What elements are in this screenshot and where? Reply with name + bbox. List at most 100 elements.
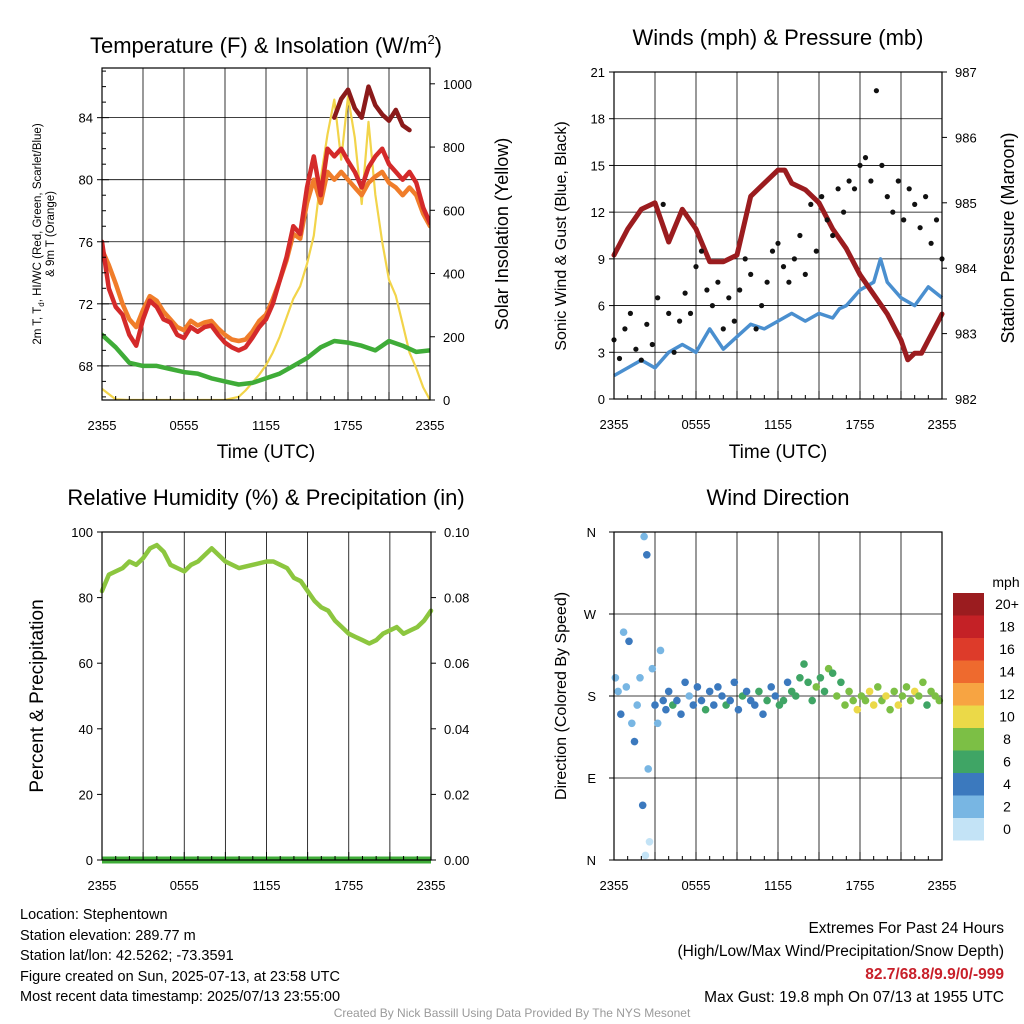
gust-point: [824, 217, 830, 223]
direction-point: [861, 696, 870, 705]
direction-point: [653, 719, 662, 728]
series-line-sonic-wind: [613, 257, 944, 378]
max-gust: Max Gust: 19.8 mph On 07/13 at 1955 UTC: [704, 989, 1004, 1006]
direction-point: [898, 692, 907, 700]
legend-swatch: [953, 615, 984, 638]
temp-y-tick-label: 68: [79, 359, 93, 374]
gust-point: [813, 248, 819, 254]
legend-label: 0: [1003, 821, 1011, 837]
direction-x-tick-label: 1155: [764, 878, 792, 893]
direction-point: [767, 683, 775, 691]
series-line-station-pressure: [611, 167, 945, 363]
direction-point: [783, 678, 792, 687]
temp-y-axis-label: 2m T, Td, HI/WC (Red, Green, Scarlet/Blu…: [32, 123, 46, 344]
gust-point: [846, 178, 852, 184]
gust-point: [671, 349, 677, 355]
gust-point: [682, 290, 688, 296]
gust-point: [791, 256, 798, 262]
gust-point: [786, 279, 792, 285]
direction-x-tick-label: 0555: [682, 878, 711, 893]
temp-x-tick-label: 2355: [88, 418, 117, 433]
direction-point: [828, 669, 837, 677]
wind-ticks: 2355 0555 1155 1755 2355 0 3 6 9 12 15 18 21 982 983 98…: [591, 65, 977, 432]
direction-point: [890, 687, 898, 696]
direction-point: [902, 683, 911, 691]
gust-point: [742, 256, 748, 262]
wind-y2-tick-label: 987: [955, 65, 977, 80]
gust-point: [780, 264, 787, 270]
wind-y-axis-label: Sonic Wind & Gust (Blue, Black): [553, 121, 570, 350]
wind-y2-tick-label: 984: [955, 261, 977, 276]
wind-grid: [614, 72, 942, 399]
direction-point: [701, 705, 710, 714]
temp-y-tick-label: 76: [79, 235, 93, 250]
direction-point: [853, 705, 862, 714]
direction-point: [662, 705, 670, 714]
direction-point: [659, 696, 667, 705]
direction-y-tick-label: E: [587, 771, 596, 786]
direction-title: Wind Direction: [706, 485, 849, 510]
humidity-y-tick-label: 60: [79, 656, 93, 671]
series-line-solar-insolation: [102, 95, 430, 400]
gust-point: [644, 321, 650, 327]
gust-point: [764, 279, 770, 285]
wind-y-tick-label: 0: [598, 392, 605, 407]
station-latlon: Station lat/lon: 42.5262; -73.3591: [20, 948, 234, 964]
direction-point: [714, 683, 722, 691]
direction-point: [771, 692, 780, 700]
wind-y2-tick-label: 985: [955, 196, 977, 211]
wind-y2-tick-label: 982: [955, 392, 977, 407]
direction-point: [628, 719, 636, 728]
direction-y-tick-label: S: [587, 689, 596, 704]
temp-x-axis-label: Time (UTC): [217, 442, 316, 463]
gust-point: [737, 287, 743, 293]
gust-point: [873, 88, 880, 94]
gust-point: [715, 279, 721, 285]
legend-swatch: [953, 660, 984, 683]
gust-point: [802, 271, 808, 277]
gust-point: [808, 201, 814, 207]
gust-point: [862, 155, 869, 161]
direction-point: [641, 851, 650, 860]
gust-point: [633, 346, 639, 352]
temp-title: Temperature (F) & Insolation (W/m2): [90, 32, 442, 58]
direction-point: [630, 737, 639, 746]
temp-x-tick-label: 0555: [170, 418, 199, 433]
direction-point: [841, 701, 849, 709]
gust-point: [616, 355, 623, 362]
temp-y2-tick-label: 600: [443, 203, 465, 218]
temp-x-tick-label: 1155: [252, 418, 280, 433]
temp-y2-tick-label: 400: [443, 267, 465, 282]
humidity-x-tick-label: 2355: [417, 878, 446, 893]
direction-point: [636, 674, 644, 682]
direction-point: [849, 696, 857, 705]
gust-point: [879, 162, 885, 168]
direction-point: [792, 692, 800, 700]
gust-point: [720, 326, 726, 332]
direction-point: [935, 696, 944, 705]
direction-point: [734, 705, 743, 714]
legend-label: 8: [1003, 731, 1011, 747]
direction-point: [751, 701, 759, 709]
speed-legend: 20+ 18 16 14 12 10 8 6 4 2 0: [953, 593, 1019, 841]
direction-point: [689, 701, 698, 709]
direction-y-tick-label: N: [587, 853, 596, 868]
humidity-x-tick-label: 1155: [253, 878, 281, 893]
humidity-y2-tick-label: 0.06: [444, 656, 469, 671]
gust-point: [917, 225, 923, 231]
wind-x-tick-label: 1155: [764, 417, 792, 432]
temp-y-tick-label: 80: [79, 173, 93, 188]
gust-point: [748, 271, 754, 277]
direction-point: [812, 683, 821, 691]
direction-point: [673, 696, 681, 705]
gust-point: [912, 201, 918, 207]
gust-point: [851, 186, 858, 192]
legend-label: 10: [999, 709, 1015, 725]
humidity-y-axis-label: Percent & Precipitation: [27, 599, 48, 792]
direction-point: [845, 687, 853, 696]
direction-point: [638, 801, 647, 810]
direction-point: [763, 696, 771, 705]
gust-point: [769, 248, 776, 254]
legend-swatch: [953, 593, 984, 616]
direction-point: [919, 678, 927, 687]
